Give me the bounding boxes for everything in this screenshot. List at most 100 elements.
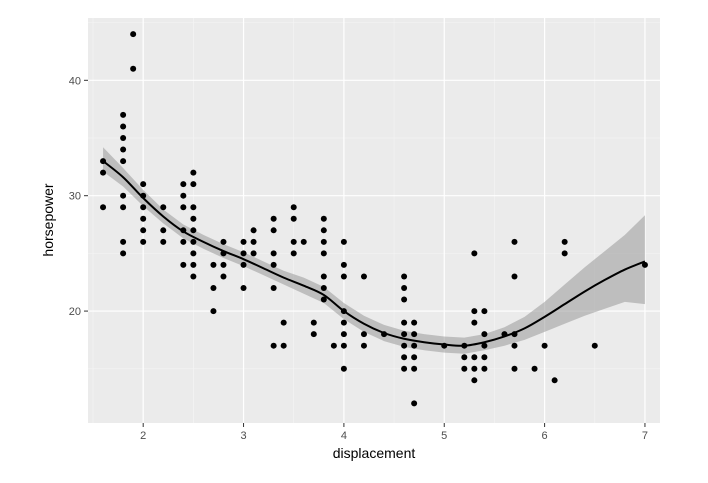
data-point: [180, 261, 187, 268]
data-point: [481, 342, 488, 349]
data-point: [240, 250, 247, 257]
data-point: [340, 365, 347, 372]
data-point: [310, 319, 317, 326]
data-point: [140, 181, 147, 188]
data-point: [180, 192, 187, 199]
data-point: [250, 227, 257, 234]
data-point: [471, 377, 478, 384]
axis-tick-labels: 2 3 4 5 6 7 20 30 40: [69, 75, 648, 442]
data-point: [120, 123, 127, 130]
axis-ticks: [84, 79, 646, 427]
data-point: [270, 227, 277, 234]
data-point: [461, 365, 468, 372]
data-point: [411, 331, 418, 338]
data-point: [220, 261, 227, 268]
data-point: [481, 308, 488, 315]
data-point: [511, 273, 518, 280]
data-point: [190, 227, 197, 234]
data-point: [160, 238, 167, 245]
data-point: [340, 319, 347, 326]
data-point: [541, 342, 548, 349]
data-point: [270, 215, 277, 222]
data-point: [511, 365, 518, 372]
smooth-line-layer: [102, 160, 646, 347]
data-point: [411, 400, 418, 407]
data-point: [471, 354, 478, 361]
data-point: [401, 319, 408, 326]
data-point: [411, 365, 418, 372]
data-point: [180, 238, 187, 245]
data-point: [130, 65, 137, 72]
data-point: [401, 365, 408, 372]
data-point: [471, 308, 478, 315]
data-point: [290, 215, 297, 222]
y-tick-label: 30: [69, 191, 81, 203]
y-tick-label: 20: [69, 306, 81, 318]
x-tick-label: 3: [240, 430, 246, 442]
plot-panel: [88, 18, 660, 423]
data-point: [120, 158, 127, 165]
data-point: [320, 238, 327, 245]
data-point: [190, 238, 197, 245]
data-point: [120, 250, 127, 257]
data-point: [190, 250, 197, 257]
data-point: [210, 285, 217, 291]
data-point: [330, 342, 337, 349]
confidence-band-layer: [103, 147, 645, 354]
data-point: [511, 238, 518, 245]
data-point: [270, 342, 277, 349]
data-point: [100, 204, 107, 211]
data-point: [120, 135, 127, 141]
data-point: [320, 285, 327, 291]
data-point: [471, 319, 478, 326]
data-point: [140, 227, 147, 234]
smooth-fit-line: [102, 160, 646, 347]
confidence-band: [103, 147, 645, 354]
data-point: [320, 227, 327, 234]
x-tick-label: 4: [341, 430, 347, 442]
data-point: [641, 261, 648, 268]
data-point: [220, 238, 227, 245]
data-point: [290, 250, 297, 257]
data-point: [190, 181, 197, 188]
data-point: [481, 365, 488, 372]
data-point: [210, 261, 217, 268]
data-point: [290, 238, 297, 245]
data-point: [551, 377, 558, 384]
data-point: [511, 342, 518, 349]
data-point: [190, 204, 197, 211]
data-point: [401, 342, 408, 349]
data-point: [240, 261, 247, 268]
data-point: [320, 250, 327, 257]
data-point: [340, 261, 347, 268]
data-point: [290, 204, 297, 211]
data-point: [310, 331, 317, 338]
data-point: [411, 354, 418, 361]
data-point: [300, 238, 307, 245]
data-point: [220, 273, 227, 280]
data-point: [140, 215, 147, 222]
x-axis-title: displacement: [333, 445, 416, 461]
data-point: [120, 111, 127, 118]
data-point: [280, 342, 287, 349]
x-tick-label: 7: [642, 430, 648, 442]
data-point: [180, 181, 187, 188]
data-point: [140, 238, 147, 245]
data-point: [561, 238, 568, 245]
data-point: [531, 365, 538, 372]
data-point: [120, 146, 127, 153]
data-point: [250, 250, 257, 257]
points-layer: [100, 31, 648, 407]
data-point: [160, 204, 167, 211]
data-point: [120, 192, 127, 199]
data-point: [401, 354, 408, 361]
data-point: [461, 354, 468, 361]
data-point: [360, 331, 367, 338]
data-point: [340, 273, 347, 280]
data-point: [401, 331, 408, 338]
data-point: [401, 273, 408, 280]
data-point: [561, 250, 568, 257]
data-point: [320, 273, 327, 280]
x-tick-label: 5: [441, 430, 447, 442]
